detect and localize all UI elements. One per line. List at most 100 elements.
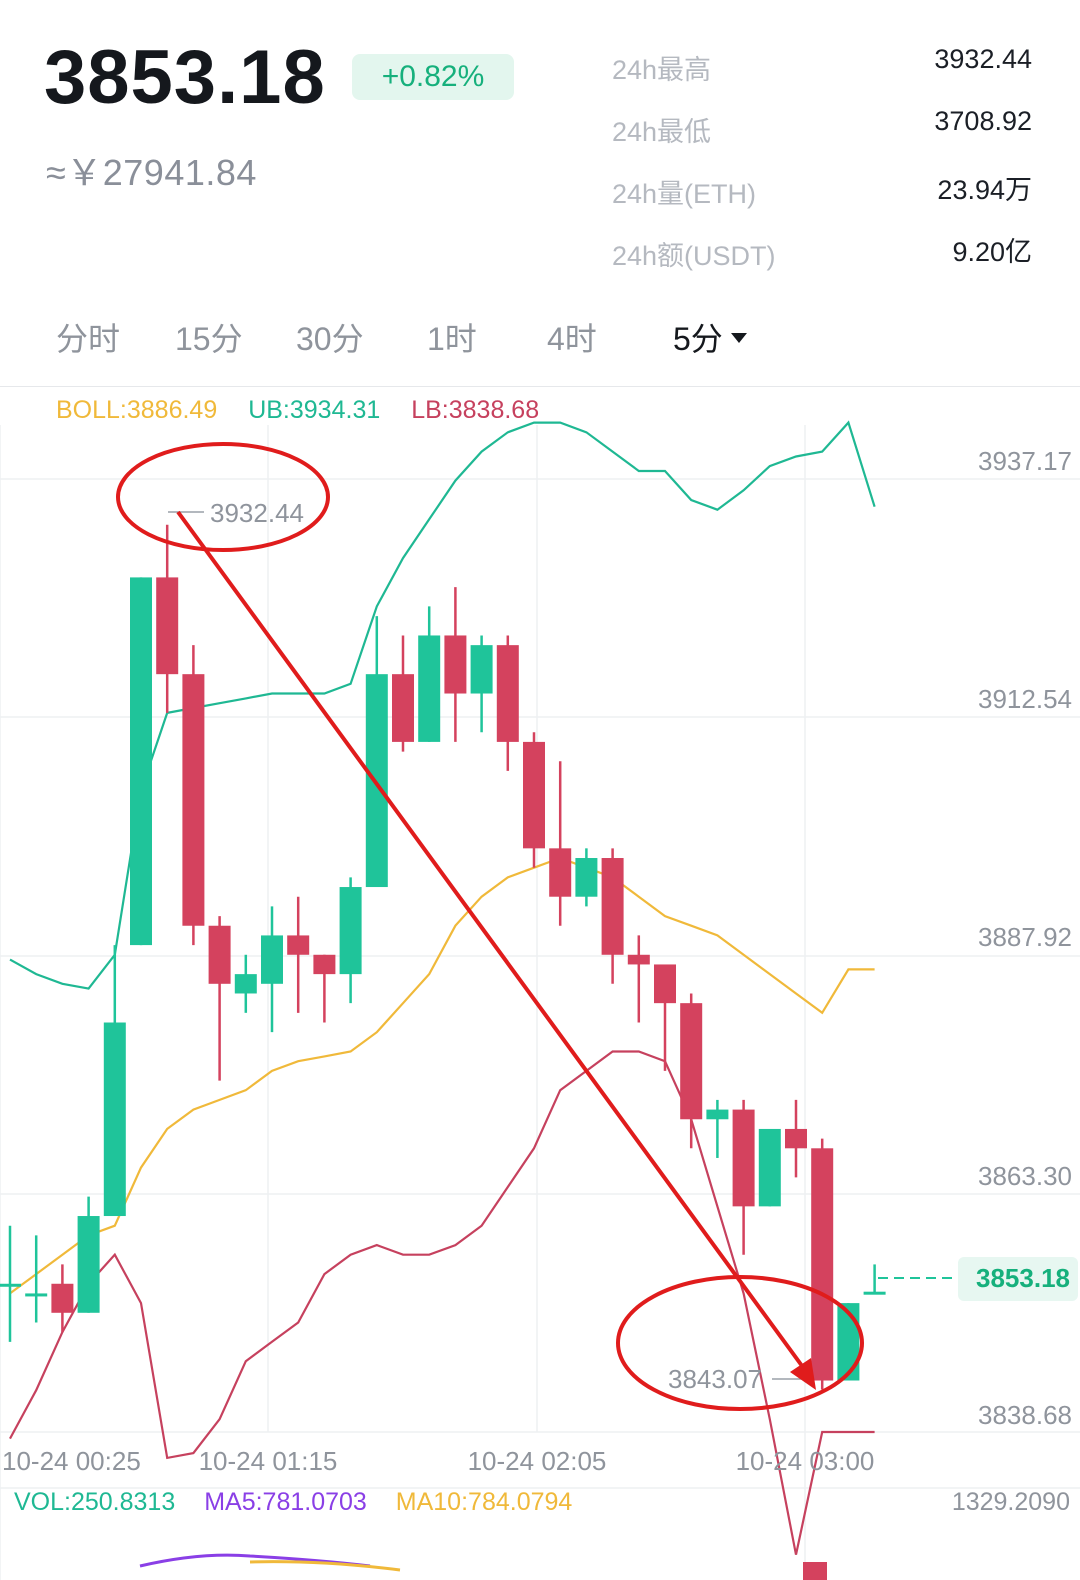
candle bbox=[261, 906, 283, 1033]
candle-body bbox=[156, 577, 179, 675]
candle-body bbox=[365, 674, 388, 888]
candle-body bbox=[287, 935, 310, 955]
stat-label: 24h最低 bbox=[612, 117, 712, 147]
price-axis: 3937.17 3912.54 3887.92 3863.30 3838.68 bbox=[978, 446, 1072, 1430]
volume-peek bbox=[139, 1553, 827, 1580]
candle-body bbox=[811, 1148, 834, 1381]
tab-30m[interactable]: 30分 bbox=[296, 314, 364, 360]
stat-label: 24h额(USDT) bbox=[612, 241, 776, 271]
candle bbox=[103, 945, 126, 1217]
candle bbox=[863, 1264, 886, 1295]
candle-body bbox=[339, 887, 362, 975]
candle-body bbox=[575, 858, 598, 897]
stat-row-volume: 24h量(ETH) 23.94万 bbox=[612, 164, 1032, 226]
candle bbox=[523, 732, 545, 868]
boll-lines bbox=[9, 420, 876, 1555]
boll-lower-line bbox=[9, 1050, 875, 1555]
candle-body bbox=[496, 645, 519, 742]
tab-label: 1时 bbox=[427, 321, 477, 357]
ub-value: UB:3934.31 bbox=[248, 396, 381, 424]
candle bbox=[51, 1264, 74, 1333]
tab-label: 4时 bbox=[547, 321, 597, 357]
tab-5m-dropdown[interactable]: 5分 bbox=[673, 314, 747, 360]
candle bbox=[339, 877, 362, 1004]
stat-label: 24h量(ETH) bbox=[612, 179, 757, 209]
candle bbox=[811, 1138, 834, 1390]
candle bbox=[732, 1099, 755, 1255]
tab-15m[interactable]: 15分 bbox=[175, 314, 243, 360]
candle bbox=[25, 1235, 48, 1323]
candle-body bbox=[182, 674, 205, 926]
candle-body bbox=[25, 1293, 48, 1297]
stat-row-turnover: 24h额(USDT) 9.20亿 bbox=[612, 226, 1032, 288]
boll-mid-line bbox=[9, 856, 875, 1295]
caret-down-icon bbox=[730, 332, 747, 343]
candle-body bbox=[654, 964, 676, 1004]
boll-value: BOLL:3886.49 bbox=[56, 396, 218, 424]
candle-body bbox=[234, 974, 257, 994]
tab-1h[interactable]: 1时 bbox=[427, 314, 477, 360]
price-tick: 3863.30 bbox=[978, 1161, 1072, 1191]
time-tick: 10-24 01:15 bbox=[199, 1446, 338, 1476]
price-tick: 3912.54 bbox=[978, 684, 1072, 714]
tab-timeshare[interactable]: 分时 bbox=[56, 314, 120, 360]
time-tick: 10-24 00:25 bbox=[2, 1446, 141, 1476]
candle-body bbox=[0, 1283, 21, 1287]
candle-body bbox=[785, 1128, 807, 1149]
candle-body bbox=[313, 954, 336, 975]
time-tick: 10-24 03:00 bbox=[736, 1446, 875, 1476]
candle bbox=[77, 1196, 100, 1313]
tab-label: 5分 bbox=[673, 321, 723, 357]
interval-tabs: 分时 15分 30分 1时 4时 5分 bbox=[0, 300, 1080, 372]
candle-body bbox=[103, 1022, 126, 1217]
candle bbox=[182, 645, 205, 946]
lb-value: LB:3838.68 bbox=[411, 396, 540, 424]
low-annotation: 3843.07 bbox=[616, 1275, 864, 1411]
vol-value: VOL:250.8313 bbox=[14, 1488, 176, 1516]
candle-body bbox=[627, 954, 650, 965]
candle-body bbox=[470, 645, 493, 694]
candle-body bbox=[706, 1109, 729, 1120]
change-percent-badge: +0.82% bbox=[352, 54, 514, 100]
candle bbox=[706, 1099, 729, 1158]
candles bbox=[0, 524, 886, 1390]
price-tick: 3887.92 bbox=[978, 922, 1072, 952]
candle bbox=[627, 935, 650, 1023]
candle bbox=[365, 616, 388, 888]
volume-max: 1329.2090 bbox=[951, 1488, 1070, 1516]
tab-4h[interactable]: 4时 bbox=[547, 314, 597, 360]
current-price-marker: 3853.18 bbox=[878, 1257, 1078, 1301]
candle bbox=[234, 954, 257, 1013]
candle-body bbox=[51, 1283, 74, 1313]
volume-legend: VOL:250.8313 MA5:781.0703 MA10:784.0794 bbox=[14, 1488, 594, 1517]
candle-body bbox=[758, 1128, 781, 1207]
stat-label: 24h最高 bbox=[612, 55, 712, 85]
high-label: 3932.44 bbox=[210, 498, 304, 528]
ticker-header: 3853.18 +0.82% ≈￥27941.84 24h最高 3932.44 … bbox=[0, 0, 1080, 290]
boll-upper-line bbox=[9, 420, 876, 990]
candle bbox=[156, 524, 179, 713]
candle bbox=[444, 587, 467, 742]
candle-body bbox=[392, 674, 414, 742]
stat-row-low: 24h最低 3708.92 bbox=[612, 102, 1032, 164]
candle-body bbox=[601, 858, 624, 955]
boll-legend: BOLL:3886.49 UB:3934.31 LB:3838.68 bbox=[56, 396, 563, 425]
candle bbox=[130, 577, 152, 946]
stat-value: 3708.92 bbox=[934, 106, 1032, 136]
candle-body bbox=[863, 1291, 886, 1295]
candle-body bbox=[523, 741, 545, 849]
candle-body bbox=[130, 577, 152, 946]
candle-body bbox=[418, 635, 441, 742]
candle bbox=[758, 1128, 781, 1207]
arrow-head-icon bbox=[790, 1358, 816, 1390]
candle-body bbox=[444, 635, 467, 694]
low-circle bbox=[616, 1275, 864, 1411]
candle bbox=[785, 1099, 807, 1178]
candle-body bbox=[680, 1003, 703, 1120]
candle bbox=[680, 993, 703, 1149]
candle-body bbox=[77, 1216, 100, 1313]
candle-body bbox=[549, 848, 572, 897]
grid bbox=[0, 425, 1080, 1580]
candle bbox=[418, 606, 441, 742]
